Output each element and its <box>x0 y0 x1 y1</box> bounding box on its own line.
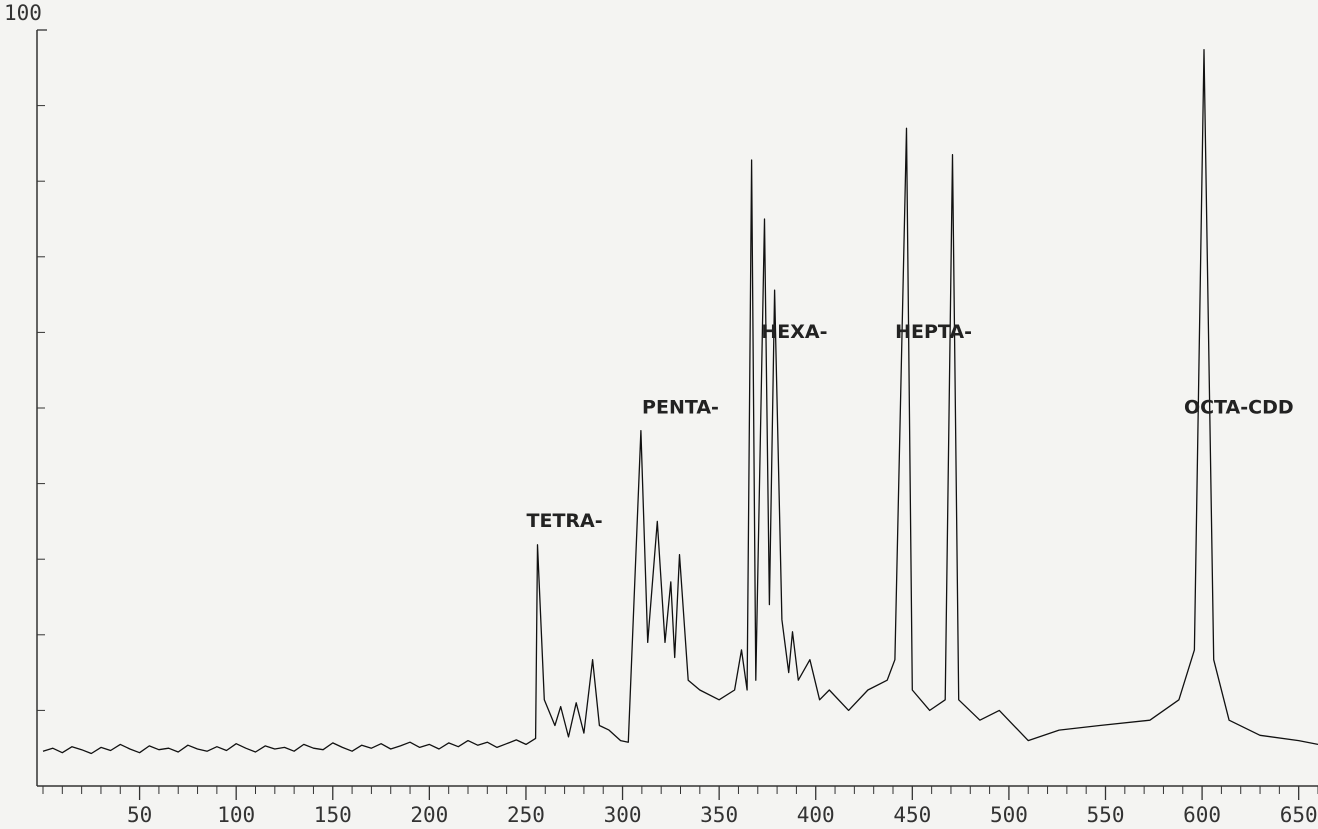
peak-label: HEXA- <box>761 321 827 343</box>
trace <box>42 49 1318 755</box>
x-tick-label: 250 <box>507 803 545 827</box>
x-tick-label: 400 <box>797 803 835 827</box>
x-tick-label: 650 <box>1280 803 1318 827</box>
peak-label: OCTA-CDD <box>1184 397 1294 419</box>
x-tick-label: 450 <box>893 803 931 827</box>
y-tick-label: 100 <box>4 1 42 25</box>
x-tick-label: 100 <box>217 803 255 827</box>
x-tick-label: 200 <box>410 803 448 827</box>
peak-label: PENTA- <box>642 397 719 419</box>
x-tick-label: 50 <box>127 803 152 827</box>
x-tick-label: 500 <box>990 803 1028 827</box>
x-tick-label: 300 <box>604 803 642 827</box>
peak-label: HEPTA- <box>895 321 972 343</box>
x-tick-label: 150 <box>314 803 352 827</box>
x-tick-label: 350 <box>700 803 738 827</box>
x-tick-label: 550 <box>1087 803 1125 827</box>
peak-label: TETRA- <box>527 510 603 532</box>
x-tick-label: 600 <box>1183 803 1221 827</box>
